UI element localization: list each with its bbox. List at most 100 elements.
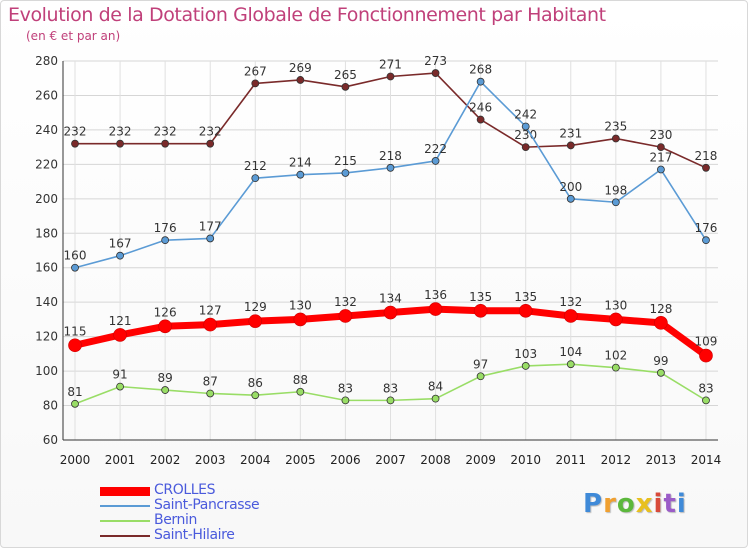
data-label: 242 bbox=[514, 107, 537, 121]
data-label: 230 bbox=[514, 128, 537, 142]
data-point bbox=[383, 305, 398, 320]
brand-letter: P bbox=[583, 489, 604, 519]
data-label: 104 bbox=[559, 345, 582, 359]
data-label: 267 bbox=[244, 64, 267, 78]
data-label: 91 bbox=[112, 368, 127, 382]
x-tick-label: 2003 bbox=[195, 453, 226, 467]
x-tick-label: 2006 bbox=[330, 453, 361, 467]
series-crolles: 115 121 126 127 129 130 132 134 136 135 135 132 130 1… bbox=[64, 288, 717, 363]
x-tick-label: 2014 bbox=[691, 453, 722, 467]
data-point bbox=[293, 312, 308, 327]
data-point bbox=[702, 236, 710, 245]
data-point bbox=[296, 76, 305, 84]
data-label: 83 bbox=[698, 381, 713, 395]
y-tick-label: 240 bbox=[35, 123, 58, 137]
y-tick-label: 200 bbox=[35, 192, 58, 206]
data-label: 235 bbox=[604, 120, 627, 134]
legend-label: Bernin bbox=[154, 512, 197, 528]
data-point bbox=[702, 396, 710, 405]
data-label: 115 bbox=[64, 324, 87, 338]
data-label: 88 bbox=[293, 373, 308, 387]
x-tick-label: 2005 bbox=[285, 453, 316, 467]
data-label: 176 bbox=[695, 221, 718, 235]
data-point bbox=[563, 309, 578, 323]
data-label: 246 bbox=[469, 101, 492, 115]
legend-label: CROLLES bbox=[154, 482, 216, 498]
data-point bbox=[161, 139, 170, 148]
y-tick-label: 280 bbox=[35, 54, 58, 68]
x-tick-label: 2007 bbox=[375, 453, 406, 467]
data-label: 127 bbox=[199, 304, 222, 318]
data-point bbox=[611, 198, 620, 207]
y-tick-label: 100 bbox=[35, 364, 58, 378]
legend-swatch bbox=[100, 535, 150, 537]
data-point bbox=[521, 362, 530, 370]
legend-swatch bbox=[100, 486, 150, 496]
data-point bbox=[71, 139, 79, 148]
x-tick-label: 2002 bbox=[150, 453, 181, 467]
data-point bbox=[251, 391, 260, 400]
y-tick-label: 260 bbox=[35, 88, 58, 102]
data-point bbox=[428, 302, 443, 316]
data-label: 232 bbox=[64, 125, 87, 139]
legend-swatch bbox=[100, 520, 150, 522]
x-tick-label: 2001 bbox=[105, 453, 136, 467]
brand-letter: i bbox=[676, 489, 687, 519]
series-saint-hilaire: 232 232 232 232 267 269 265 271 273 246 230 231 235 2… bbox=[64, 54, 718, 172]
x-tick-label: 2008 bbox=[420, 453, 451, 467]
data-point bbox=[116, 139, 124, 148]
data-point bbox=[566, 194, 575, 203]
data-label: 121 bbox=[109, 314, 132, 328]
data-label: 265 bbox=[334, 68, 357, 82]
data-label: 200 bbox=[559, 180, 582, 194]
data-point bbox=[386, 396, 395, 405]
series-bernin: 81 91 89 87 86 88 83 83 84 97 103 104 102 99 83 bbox=[67, 345, 714, 408]
data-point bbox=[518, 303, 533, 318]
y-tick-label: 60 bbox=[43, 433, 58, 447]
chart-subtitle: (en € et par an) bbox=[26, 29, 121, 43]
data-label: 218 bbox=[379, 149, 402, 163]
data-label: 83 bbox=[383, 381, 398, 395]
data-point bbox=[654, 316, 668, 330]
data-label: 218 bbox=[695, 149, 718, 163]
brand-letter: o bbox=[616, 489, 636, 519]
data-point bbox=[341, 82, 350, 91]
data-point bbox=[611, 363, 620, 372]
chart-title: Evolution de la Dotation Globale de Fonc… bbox=[8, 4, 606, 26]
brand-letter: t bbox=[663, 489, 677, 519]
data-point bbox=[116, 382, 124, 391]
data-label: 212 bbox=[244, 159, 267, 173]
data-point bbox=[566, 141, 575, 150]
data-point bbox=[476, 77, 485, 86]
data-label: 135 bbox=[469, 290, 492, 304]
data-point bbox=[203, 317, 218, 332]
data-label: 99 bbox=[653, 354, 668, 368]
y-tick-label: 160 bbox=[35, 261, 58, 275]
legend-label: Saint-Hilaire bbox=[154, 527, 235, 543]
data-label: 268 bbox=[469, 63, 492, 77]
x-tick-label: 2004 bbox=[240, 453, 271, 467]
data-point bbox=[386, 72, 395, 81]
data-label: 132 bbox=[334, 295, 357, 309]
data-point bbox=[248, 314, 263, 328]
data-point bbox=[296, 170, 305, 179]
data-point bbox=[251, 174, 260, 183]
brand-letter: r bbox=[603, 489, 617, 519]
data-point bbox=[116, 251, 124, 260]
data-label: 84 bbox=[428, 380, 443, 394]
data-point bbox=[431, 394, 440, 403]
y-tick-label: 80 bbox=[43, 399, 58, 413]
x-tick-label: 2009 bbox=[465, 453, 496, 467]
x-tick-label: 2011 bbox=[555, 453, 586, 467]
data-label: 89 bbox=[157, 371, 172, 385]
data-label: 269 bbox=[289, 61, 312, 75]
x-tick-label: 2010 bbox=[510, 453, 541, 467]
data-label: 135 bbox=[514, 290, 537, 304]
data-point bbox=[386, 163, 395, 172]
data-label: 160 bbox=[64, 249, 87, 263]
data-point bbox=[161, 386, 170, 394]
data-label: 232 bbox=[154, 125, 177, 139]
data-point bbox=[657, 368, 665, 377]
y-tick-label: 140 bbox=[35, 295, 58, 309]
